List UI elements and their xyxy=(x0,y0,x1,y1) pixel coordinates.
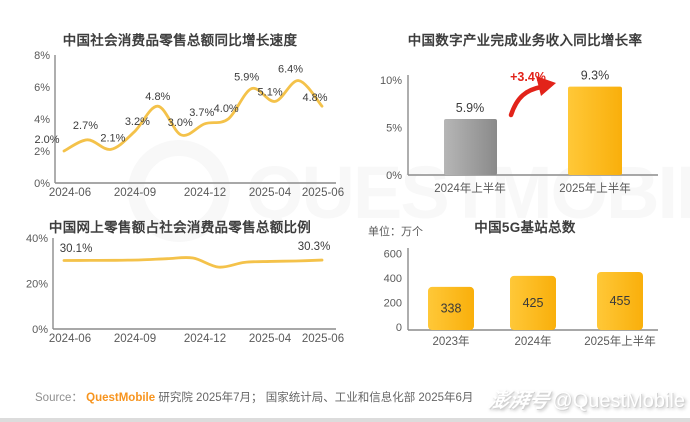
retail-sales-growth-plot: 8% 6% 4% 2% 0%2024-06 2024-09 2024-12 2025-04 20… xyxy=(34,50,344,199)
point-label: 4.0% xyxy=(214,103,239,115)
chart-title: 中国网上零售额占社会消费品零售总额比例 xyxy=(48,220,312,235)
point-label: 2.1% xyxy=(100,132,125,144)
point-label: 5.1% xyxy=(258,86,283,98)
y-tick-label: 400 xyxy=(384,273,402,285)
point-label: 30.3% xyxy=(298,241,331,253)
y-tick-label: 20% xyxy=(26,279,48,291)
x-tick-label: 2025-06 xyxy=(302,333,344,345)
y-tick-label: 10% xyxy=(380,75,402,87)
y-tick-label: 0 xyxy=(396,322,402,334)
5g-base-stations-plot: 600 400 200 0 338 2023年 425 2024年 455 2025年上半年 xyxy=(384,248,658,348)
x-tick-label: 2025-04 xyxy=(249,333,292,345)
source-prefix: Source： xyxy=(35,392,87,404)
bar xyxy=(510,275,556,330)
chart-retail-sales-growth: 中国社会消费品零售总额同比增长速度 8% 6% 4% 2% 0% 2024-06 2024-… xyxy=(10,25,350,212)
y-tick-label: 0% xyxy=(386,170,402,182)
point-label: 2.0% xyxy=(34,134,59,146)
x-tick-label: 2023年 xyxy=(432,334,469,348)
y-tick-label: 200 xyxy=(384,298,402,310)
bar xyxy=(568,86,622,175)
source-line: Source： QuestMobile 研究院 2025年7月； 国家统计局、工… xyxy=(35,389,473,405)
platform-name: 澎湃号 xyxy=(487,390,552,412)
bar-value-label: 455 xyxy=(610,294,631,308)
bar-value-label: 338 xyxy=(441,301,462,315)
x-tick-label: 2025-04 xyxy=(249,187,292,199)
annotation-arrowhead xyxy=(536,76,556,96)
digital-industry-growth-plot: 10% 5% 0% 5.9% 2024年上半年 9.3% 2025年上半年 +3.4% xyxy=(380,69,658,195)
source-suffix: 研究院 2025年7月； 国家统计局、工业和信息化部 2025年6月 xyxy=(155,392,474,404)
y-tick-label: 8% xyxy=(34,50,50,62)
y-tick-label: 2% xyxy=(34,146,50,158)
annotation-label: +3.4% xyxy=(510,70,546,84)
bar xyxy=(444,118,497,175)
y-tick-label: 5% xyxy=(386,123,402,135)
x-tick-label: 2024-06 xyxy=(49,333,91,345)
x-tick-label: 2024年上半年 xyxy=(434,181,506,195)
x-tick-label: 2024-12 xyxy=(184,333,226,345)
x-tick-label: 2024-06 xyxy=(49,187,91,199)
chart-title: 中国数字产业完成业务收入同比增长率 xyxy=(407,33,643,48)
point-label: 5.9% xyxy=(234,72,259,84)
annotation-arrow xyxy=(508,84,544,118)
x-tick-label: 2025年上半年 xyxy=(584,334,656,348)
line-series xyxy=(62,256,324,269)
source-brand: QuestMobile xyxy=(86,392,156,404)
unit-label: 单位：万个 xyxy=(368,226,423,238)
point-label: 3.2% xyxy=(125,116,150,128)
y-tick-label: 40% xyxy=(26,233,48,245)
point-label: 30.1% xyxy=(60,243,93,255)
y-tick-label: 0% xyxy=(34,178,50,190)
online-retail-share-plot: 40% 20% 0%2024-06 2024-09 2024-12 2025-04 2025… xyxy=(26,233,344,345)
chart-digital-industry-growth: 中国数字产业完成业务收入同比增长率 10% 5% 0% 5.9% 2024年上半年 9.3… xyxy=(360,25,690,212)
bar-value-label: 5.9% xyxy=(456,101,485,115)
chart-5g-base-stations: 单位：万个 中国5G基站总数 600 400 200 0 338 2023年 425 2024… xyxy=(360,212,690,364)
y-tick-label: 4% xyxy=(34,114,50,126)
y-tick-label: 600 xyxy=(384,249,402,261)
bar xyxy=(428,286,474,330)
bar-value-label: 9.3% xyxy=(581,69,610,83)
point-label: 3.0% xyxy=(168,117,193,129)
x-tick-label: 2025-06 xyxy=(302,187,344,199)
x-tick-label: 2024-09 xyxy=(114,333,156,345)
chart-title: 中国5G基站总数 xyxy=(474,220,576,235)
chart-title: 中国社会消费品零售总额同比增长速度 xyxy=(62,33,298,48)
point-label: 2.7% xyxy=(73,120,98,132)
bar-value-label: 425 xyxy=(523,296,544,310)
x-tick-label: 2024-12 xyxy=(184,187,226,199)
platform-watermark: 澎湃号@QuestMobile xyxy=(487,390,685,412)
x-tick-label: 2024年 xyxy=(514,334,551,348)
y-tick-label: 0% xyxy=(32,324,48,336)
point-label: 3.7% xyxy=(189,107,214,119)
y-tick-label: 6% xyxy=(34,82,50,94)
x-tick-label: 2024-09 xyxy=(114,187,156,199)
point-label: 4.8% xyxy=(302,92,327,104)
chart-online-retail-share: 中国网上零售额占社会消费品零售总额比例 40% 20% 0% 2024-06 2024-… xyxy=(10,212,350,364)
bottom-edge-strip xyxy=(0,418,690,422)
bar xyxy=(597,271,643,330)
account-handle: @QuestMobile xyxy=(552,390,685,412)
point-label: 6.4% xyxy=(278,64,303,76)
line-series xyxy=(62,79,324,153)
point-label: 4.8% xyxy=(145,91,170,103)
x-tick-label: 2025年上半年 xyxy=(559,181,631,195)
